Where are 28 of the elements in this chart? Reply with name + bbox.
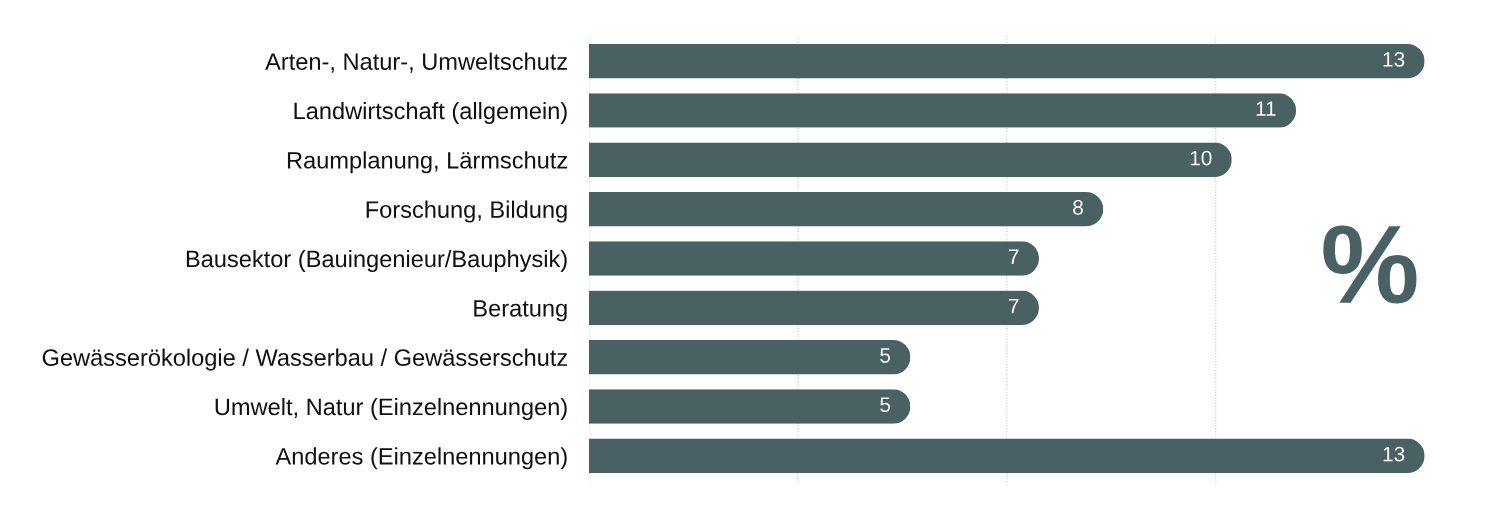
bar: [589, 142, 1232, 178]
data-label: 5: [880, 348, 891, 363]
data-label: 8: [1073, 200, 1083, 215]
bar: [589, 241, 1039, 276]
data-label: 5: [880, 397, 891, 413]
y-tick-label: Bausektor (Bauingenieur/Bauphysik): [186, 249, 567, 272]
y-tick-label: Arten-, Natur-, Umweltschutz: [265, 52, 568, 73]
y-tick-label: Forschung, Bildung: [366, 200, 567, 223]
bar: [589, 191, 1104, 227]
data-label: 13: [1383, 446, 1405, 462]
y-tick-label: Anderes (Einzelnennungen): [275, 447, 567, 470]
bar: [589, 43, 1425, 79]
bar: [589, 339, 911, 375]
data-label: 13: [1383, 51, 1405, 67]
y-tick-label: Beratung: [474, 300, 567, 322]
y-tick-label: Gewässerökologie / Wasserbau / Gewässerschutz: [42, 348, 568, 371]
data-label: 11: [1256, 101, 1276, 116]
bar: [589, 389, 911, 424]
data-label: 7: [1009, 249, 1019, 264]
bar: [589, 438, 1425, 474]
data-label: 7: [1009, 298, 1019, 314]
y-tick-label: Raumplanung, Lärmschutz: [287, 151, 568, 174]
bar: [589, 93, 1297, 128]
bar: [589, 290, 1039, 326]
y-tick-label: Umwelt, Natur (Einzelnennungen): [215, 397, 567, 420]
data-label: 10: [1190, 150, 1212, 166]
y-tick-label: Landwirtschaft (allgemein): [294, 101, 567, 124]
annotation: %: [1323, 225, 1417, 304]
